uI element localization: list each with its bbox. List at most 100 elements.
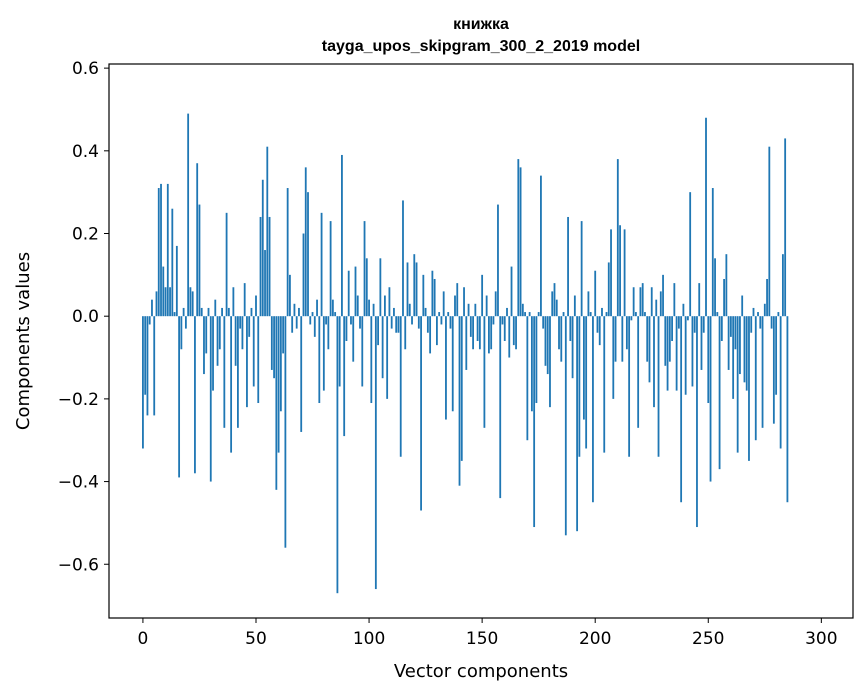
bar-126	[426, 316, 429, 333]
bar-222	[644, 312, 646, 317]
bar-208	[612, 316, 615, 399]
bar-192	[576, 316, 579, 532]
bar-110	[390, 316, 393, 329]
bar-204	[603, 316, 606, 453]
bar-282	[779, 316, 782, 449]
bar-64	[286, 188, 289, 317]
bar-153	[488, 316, 490, 354]
bar-106	[381, 316, 384, 379]
y-tick-label-6: 0.6	[72, 59, 99, 79]
bar-120	[413, 254, 416, 317]
bar-274	[761, 316, 764, 428]
bar-86	[336, 316, 339, 594]
bar-43	[239, 316, 242, 329]
bar-180	[549, 316, 551, 408]
bar-242	[689, 192, 692, 317]
bar-191	[573, 295, 576, 317]
bar-97	[361, 316, 364, 387]
bar-195	[582, 316, 585, 420]
bar-87	[338, 316, 341, 387]
bar-249	[705, 117, 707, 317]
x-tick-label-100: 100	[353, 629, 385, 649]
bar-271	[754, 316, 757, 441]
bar-109	[388, 287, 391, 317]
bar-283	[781, 254, 784, 317]
bar-0	[142, 316, 144, 449]
y-tick-label-2: −0.2	[58, 390, 99, 410]
bar-17	[180, 316, 183, 350]
bar-248	[702, 316, 705, 333]
bar-188	[567, 216, 569, 317]
bar-143	[465, 316, 468, 370]
bar-176	[540, 175, 542, 317]
bar-32	[214, 299, 217, 317]
bar-16	[178, 316, 181, 478]
bar-37	[225, 212, 228, 317]
bar-11	[166, 183, 169, 317]
bar-166	[517, 159, 520, 317]
bar-145	[469, 316, 472, 337]
bar-273	[759, 316, 762, 329]
bar-51	[257, 316, 260, 404]
bar-155	[492, 316, 495, 325]
bar-8	[160, 183, 162, 317]
x-tick-label-50: 50	[245, 629, 267, 649]
bar-254	[716, 312, 719, 317]
bar-215	[628, 316, 631, 457]
bar-284	[784, 138, 787, 317]
bar-66	[291, 316, 294, 333]
bar-13	[171, 208, 174, 317]
bar-232	[666, 316, 669, 391]
bar-216	[630, 316, 633, 321]
bar-229	[659, 291, 662, 317]
bar-194	[580, 221, 583, 317]
bar-31	[212, 316, 214, 391]
y-tick-label-1: −0.4	[58, 473, 99, 493]
bar-1	[144, 316, 147, 395]
y-tick-label-4: 0.2	[72, 225, 99, 245]
bar-113	[397, 316, 400, 333]
bar-256	[720, 316, 723, 341]
chart-title: книжка	[453, 16, 509, 33]
bar-63	[284, 316, 287, 548]
bar-22	[191, 291, 194, 317]
bar-103	[374, 316, 377, 590]
bar-80	[322, 316, 325, 391]
bar-82	[327, 316, 330, 350]
bar-179	[546, 316, 549, 375]
bar-169	[524, 312, 526, 317]
bar-76	[313, 316, 316, 337]
bar-67	[293, 303, 296, 317]
bar-244	[693, 316, 696, 333]
bar-162	[508, 316, 511, 358]
bar-56	[268, 216, 271, 317]
bar-24	[196, 163, 199, 317]
bar-49	[252, 316, 255, 387]
bar-45	[243, 283, 246, 317]
bar-159	[501, 316, 504, 325]
bar-167	[519, 167, 522, 317]
bar-79	[320, 212, 323, 317]
bar-200	[594, 270, 597, 317]
bar-122	[417, 316, 420, 329]
bar-21	[189, 287, 192, 317]
bar-266	[743, 316, 746, 383]
bar-78	[318, 316, 321, 404]
bar-146	[472, 316, 474, 350]
bar-50	[255, 295, 257, 317]
bar-98	[363, 221, 366, 317]
bar-105	[379, 258, 382, 317]
bar-23	[194, 316, 196, 474]
bar-272	[757, 312, 759, 317]
bar-223	[646, 316, 649, 362]
bar-233	[668, 316, 671, 362]
y-tick-label-3: 0.0	[72, 307, 99, 327]
bar-47	[248, 316, 251, 337]
bar-151	[483, 316, 486, 428]
bar-268	[748, 316, 750, 461]
chart-subtitle: tayga_upos_skipgram_300_2_2019 model	[322, 38, 640, 55]
bar-62	[282, 316, 285, 354]
bar-260	[729, 316, 732, 337]
x-tick-label-250: 250	[692, 629, 724, 649]
bar-136	[449, 316, 452, 329]
